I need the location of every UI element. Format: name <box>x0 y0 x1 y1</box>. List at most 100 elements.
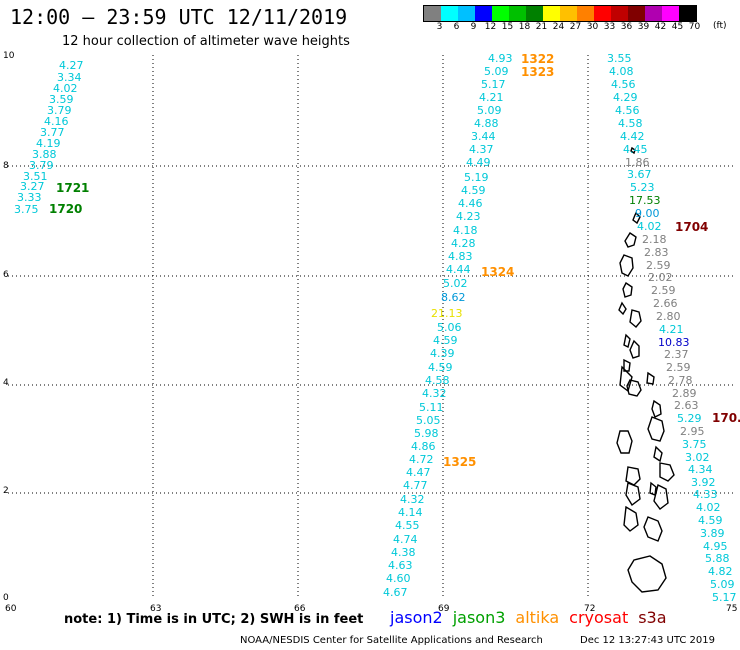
color-scale-cell <box>492 6 509 21</box>
wave-height-value: 2.83 <box>644 246 669 259</box>
wave-height-value: 3.79 <box>47 104 72 117</box>
color-scale-label: 27 <box>569 22 582 32</box>
wave-height-value: 3.02 <box>685 451 710 464</box>
map-plot-area <box>8 55 734 599</box>
x-tick-label: 72 <box>584 604 596 614</box>
wave-height-value: 5.09 <box>710 578 735 591</box>
pass-time-label: 1720 <box>49 202 83 216</box>
x-tick-label: 63 <box>150 604 162 614</box>
color-scale-cell <box>628 6 645 21</box>
wave-height-value: 4.38 <box>391 546 416 559</box>
wave-height-value: 4.56 <box>611 78 636 91</box>
wave-height-value: 3.88 <box>32 148 57 161</box>
wave-height-value: 5.05 <box>416 414 441 427</box>
pass-time-label: 1325 <box>443 455 477 469</box>
color-scale-cell <box>611 6 628 21</box>
footnote: note: 1) Time is in UTC; 2) SWH is in fe… <box>64 612 364 627</box>
wave-height-value: 4.59 <box>433 334 458 347</box>
wave-height-value: 3.79 <box>29 159 54 172</box>
color-scale-label: 12 <box>484 22 497 32</box>
color-scale-label: 3 <box>436 22 443 32</box>
legend-s3a: s3a <box>638 608 667 627</box>
wave-height-value: 3.55 <box>607 52 632 65</box>
wave-height-value: 3.44 <box>471 130 496 143</box>
credit-line: NOAA/NESDIS Center for Satellite Applica… <box>240 635 543 646</box>
wave-height-value: 4.18 <box>453 224 478 237</box>
legend-jason3: jason3 <box>452 608 506 627</box>
color-scale-label: 21 <box>535 22 548 32</box>
wave-height-value: 5.11 <box>419 401 444 414</box>
wave-height-value: 4.67 <box>383 586 408 599</box>
wave-height-value: 5.29 <box>677 412 702 425</box>
y-tick-label: 0 <box>3 593 9 603</box>
wave-height-value: 3.34 <box>57 71 82 84</box>
wave-height-value: 4.55 <box>395 519 420 532</box>
wave-height-value: 4.58 <box>425 374 450 387</box>
wave-height-value: 2.89 <box>672 387 697 400</box>
color-scale-cell <box>509 6 526 21</box>
map-title: 12:00 – 23:59 UTC 12/11/2019 <box>10 5 348 29</box>
wave-height-value: 4.16 <box>44 115 69 128</box>
y-tick-label: 4 <box>3 378 9 388</box>
wave-height-value: 4.59 <box>461 184 486 197</box>
wave-height-value: 4.23 <box>456 210 481 223</box>
y-tick-label: 8 <box>3 161 9 171</box>
wave-height-value: 2.02 <box>648 271 673 284</box>
pass-time-label: 1323 <box>521 65 555 79</box>
wave-height-value: 4.39 <box>430 347 455 360</box>
wave-height-value: 3.67 <box>627 168 652 181</box>
wave-height-value: 4.42 <box>620 130 645 143</box>
wave-height-value: 4.02 <box>637 220 662 233</box>
wave-height-value: 3.51 <box>23 170 48 183</box>
wave-height-value: 3.89 <box>700 527 725 540</box>
map-subtitle: 12 hour collection of altimeter wave hei… <box>62 34 350 49</box>
wave-height-value: 4.59 <box>698 514 723 527</box>
wave-height-value: 4.83 <box>448 250 473 263</box>
wave-height-value: 4.74 <box>393 533 418 546</box>
color-scale-cell <box>560 6 577 21</box>
wave-height-value: 3.75 <box>682 438 707 451</box>
wave-height-value: 2.18 <box>642 233 667 246</box>
pass-time-label: 1322 <box>521 52 555 66</box>
color-scale-label: 30 <box>586 22 599 32</box>
color-scale-label: 24 <box>552 22 565 32</box>
color-scale-label: 18 <box>518 22 531 32</box>
wave-height-value: 4.46 <box>458 197 483 210</box>
x-tick-label: 69 <box>438 604 450 614</box>
wave-height-value: 3.75 <box>14 203 39 216</box>
wave-height-value: 17.53 <box>629 194 661 207</box>
wave-height-value: 4.56 <box>615 104 640 117</box>
wave-height-value: 5.17 <box>712 591 737 604</box>
wave-height-value: 3.59 <box>49 93 74 106</box>
island-outlines <box>616 146 675 593</box>
wave-height-value: 3.33 <box>17 191 42 204</box>
wave-height-value: 4.02 <box>53 82 78 95</box>
wave-height-value: 4.88 <box>474 117 499 130</box>
wave-height-value: 4.58 <box>618 117 643 130</box>
wave-height-value: 4.29 <box>613 91 638 104</box>
wave-height-value: 2.80 <box>656 310 681 323</box>
wave-height-value: 10.83 <box>658 336 690 349</box>
wave-height-value: 9.00 <box>635 207 660 220</box>
wave-height-value: 2.59 <box>651 284 676 297</box>
wave-height-value: 5.88 <box>705 552 730 565</box>
color-scale-cell <box>679 6 696 21</box>
wave-height-value: 4.33 <box>693 488 718 501</box>
wave-height-value: 1.86 <box>625 156 650 169</box>
wave-height-value: 4.93 <box>488 52 513 65</box>
wave-height-value: 21.13 <box>431 307 463 320</box>
wave-height-value: 3.77 <box>40 126 65 139</box>
color-scale-label: 39 <box>637 22 650 32</box>
wave-height-value: 2.95 <box>680 425 705 438</box>
pass-time-label: 170. <box>712 411 740 425</box>
wave-height-value: 8.62 <box>441 291 466 304</box>
wave-height-value: 4.21 <box>659 323 684 336</box>
color-scale-cell <box>577 6 594 21</box>
wave-height-value: 5.09 <box>477 104 502 117</box>
color-scale-label: 70 <box>688 22 701 32</box>
wave-height-value: 5.02 <box>443 277 468 290</box>
wave-height-value: 4.34 <box>688 463 713 476</box>
x-tick-label: 75 <box>726 604 738 614</box>
wave-height-value: 4.27 <box>59 59 84 72</box>
wave-height-value: 4.19 <box>36 137 61 150</box>
